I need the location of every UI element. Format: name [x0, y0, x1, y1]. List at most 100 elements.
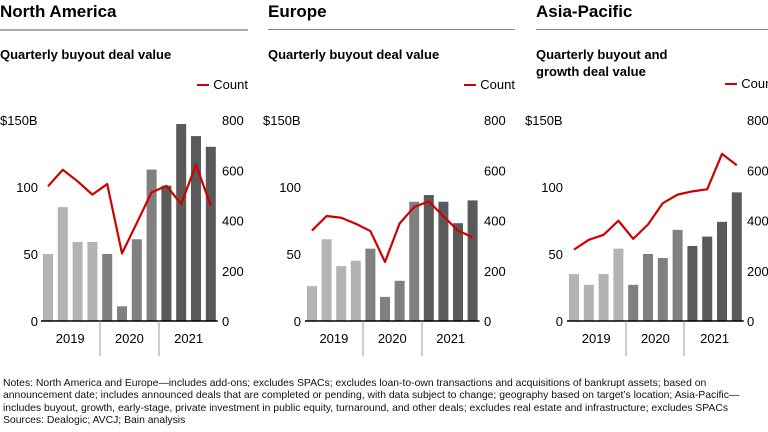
year-label: 2021: [700, 331, 729, 346]
bar-deal-value: [628, 284, 639, 321]
left-axis-tick-label: 50: [24, 247, 38, 262]
bar-deal-value: [717, 221, 727, 321]
bar-deal-value: [321, 239, 332, 321]
chart-subtitle: Quarterly buyout and growth deal value: [536, 47, 668, 79]
legend: Count: [464, 77, 515, 92]
year-label: 2019: [582, 331, 611, 346]
year-label: 2019: [319, 331, 348, 346]
bar-deal-value: [731, 192, 742, 321]
bar-deal-value: [423, 195, 434, 321]
year-label: 2021: [174, 331, 203, 346]
bar-deal-value: [380, 296, 390, 321]
divider: [268, 29, 515, 30]
bar-deal-value: [467, 200, 478, 321]
bar-deal-value: [438, 201, 449, 321]
chart-subtitle: Quarterly buyout deal value: [268, 47, 440, 62]
year-label: 2020: [641, 331, 670, 346]
left-axis-tick-label: 100: [16, 180, 38, 195]
legend-line-swatch: [464, 83, 477, 86]
panel-asia-pacific: Asia-Pacific Quarterly buyout and growth…: [536, 0, 768, 360]
count-line: [47, 163, 212, 255]
legend-label: Count: [480, 77, 515, 92]
right-axis-tick-label: 800: [222, 113, 244, 128]
bar-deal-value: [336, 266, 347, 321]
left-axis-tick-label: 100: [541, 180, 563, 195]
year-label: 2021: [436, 331, 465, 346]
right-axis-tick-label: 600: [222, 163, 244, 178]
bar-deal-value: [394, 280, 405, 321]
legend-label: Count: [213, 77, 248, 92]
bar-deal-value: [643, 254, 653, 321]
right-axis-tick-label: 200: [222, 264, 244, 279]
left-axis-tick-label: 0: [31, 314, 38, 329]
bar-deal-value: [583, 284, 594, 321]
bar-deal-value: [191, 136, 201, 321]
bar-deal-value: [161, 185, 172, 321]
right-axis-tick-label: 600: [747, 163, 768, 178]
count-line: [311, 200, 474, 264]
bar-deal-value: [131, 239, 142, 321]
bar-deal-value: [205, 146, 216, 321]
legend-label: Count: [741, 76, 768, 91]
legend-line-swatch: [725, 82, 738, 85]
panel-title: Europe: [268, 2, 327, 21]
bar-deal-value: [365, 248, 376, 321]
right-axis-tick-label: 400: [747, 214, 768, 229]
bar-deal-value: [569, 274, 579, 321]
left-axis-tick-label: 100: [279, 180, 301, 195]
footnotes: Notes: North America and Europe—includes…: [3, 378, 765, 427]
right-axis-tick-label: 600: [484, 163, 506, 178]
right-axis-tick-label: 800: [484, 113, 506, 128]
chart-subtitle: Quarterly buyout deal value: [0, 47, 172, 62]
bar-deal-value: [57, 207, 68, 321]
bar-deal-value: [598, 274, 609, 321]
charts-svg: 0 50 100 $150B 0 200 400 600 800 2019 2020 2021 0 50 1…: [0, 113, 768, 356]
year-label: 2020: [115, 331, 144, 346]
left-axis-tick-label: 50: [287, 247, 301, 262]
right-axis-tick-label: 400: [222, 214, 244, 229]
divider: [0, 29, 248, 31]
right-axis-tick-label: 400: [484, 214, 506, 229]
bar-deal-value: [307, 286, 317, 321]
right-axis-tick-label: 200: [747, 264, 768, 279]
bar-deal-value: [176, 124, 187, 322]
bar-deal-value: [72, 241, 83, 321]
left-axis-tick-label: 0: [556, 314, 563, 329]
bar-deal-value: [146, 169, 157, 321]
legend: Count: [725, 76, 768, 91]
right-axis-tick-label: 0: [747, 314, 754, 329]
bar-deal-value: [350, 260, 361, 321]
bar-deal-value: [102, 254, 113, 321]
bar-deal-value: [117, 306, 127, 321]
legend: Count: [197, 77, 248, 92]
left-axis-tick-label: $150B: [263, 113, 301, 128]
legend-line-swatch: [197, 83, 210, 86]
bar-deal-value: [687, 245, 698, 321]
divider: [536, 29, 768, 30]
bar-deal-value: [453, 223, 463, 321]
right-axis-tick-label: 200: [484, 264, 506, 279]
bar-deal-value: [613, 248, 624, 321]
sources-text: Sources: Dealogic; AVCJ; Bain analysis: [3, 414, 186, 426]
right-axis-tick-label: 0: [484, 314, 491, 329]
panel-europe: Europe Quarterly buyout deal value Count: [268, 0, 515, 360]
left-axis-tick-label: $150B: [525, 113, 563, 128]
left-axis-tick-label: $150B: [0, 113, 38, 128]
left-axis-tick-label: 0: [294, 314, 301, 329]
bar-deal-value: [672, 229, 683, 321]
panel-title: North America: [0, 2, 117, 21]
notes-text: Notes: North America and Europe—includes…: [3, 378, 740, 414]
bar-deal-value: [87, 241, 98, 321]
year-label: 2019: [56, 331, 85, 346]
year-label: 2020: [378, 331, 407, 346]
right-axis-tick-label: 0: [222, 314, 229, 329]
bar-deal-value: [702, 236, 713, 321]
right-axis-tick-label: 800: [747, 113, 768, 128]
count-line: [573, 152, 738, 251]
bar-deal-value: [657, 258, 668, 321]
panel-north-america: North America Quarterly buyout deal valu…: [0, 0, 248, 360]
bar-deal-value: [43, 254, 53, 321]
panel-title: Asia-Pacific: [536, 2, 633, 21]
left-axis-tick-label: 50: [549, 247, 563, 262]
bar-deal-value: [409, 201, 420, 321]
